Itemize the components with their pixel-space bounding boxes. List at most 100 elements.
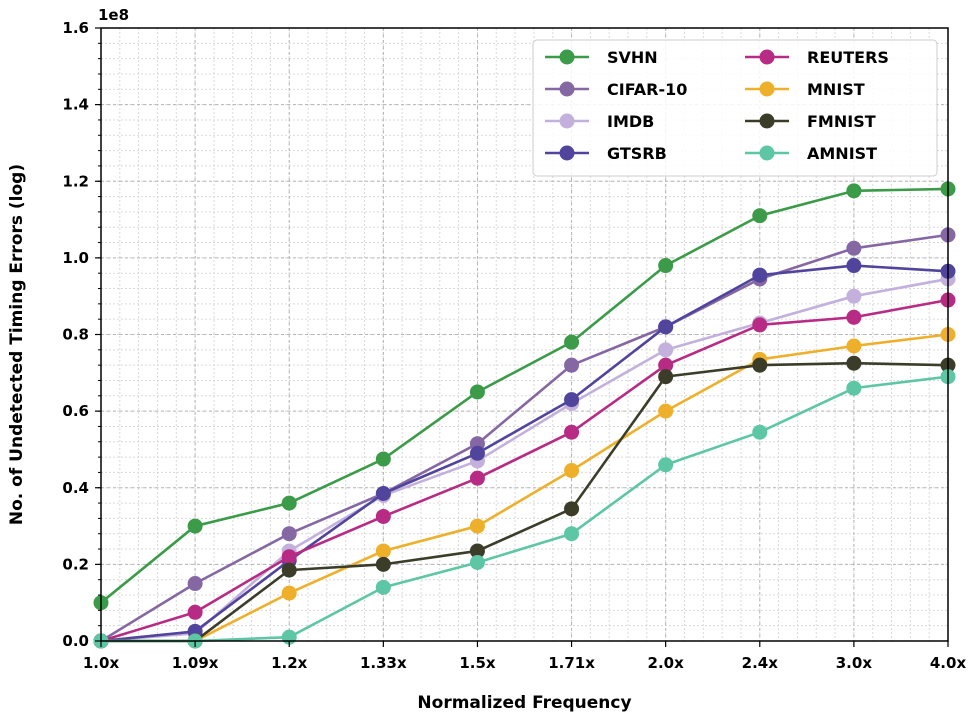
data-point xyxy=(658,342,673,357)
data-point xyxy=(282,526,297,541)
x-tick-label: 1.09x xyxy=(172,654,219,672)
y-tick-label: 1.6 xyxy=(62,19,89,37)
series-line xyxy=(101,279,948,641)
y-offset-label: 1e8 xyxy=(98,6,129,24)
series-line xyxy=(101,266,948,641)
legend-marker xyxy=(760,146,775,161)
data-point xyxy=(282,496,297,511)
data-point xyxy=(846,183,861,198)
y-tick-label: 0.4 xyxy=(62,479,89,497)
y-tick-label: 0.8 xyxy=(62,326,89,344)
legend-label: AMNIST xyxy=(807,144,877,163)
data-point xyxy=(470,555,485,570)
y-axis: 0.0 0.2 0.4 0.6 0.8 1.0 1.2 1.4 1.6 xyxy=(62,19,101,650)
legend-label: SVHN xyxy=(607,48,658,67)
data-point xyxy=(564,392,579,407)
x-tick-label: 2.4x xyxy=(742,654,779,672)
legend-label: IMDB xyxy=(607,112,654,131)
data-point xyxy=(376,486,391,501)
data-point xyxy=(846,356,861,371)
data-point xyxy=(752,358,767,373)
legend-marker xyxy=(560,82,575,97)
legend-item: AMNIST xyxy=(745,144,877,163)
series-imdb xyxy=(94,271,956,648)
legend-label: MNIST xyxy=(807,80,865,99)
data-point xyxy=(282,549,297,564)
x-tick-label: 4.0x xyxy=(930,654,967,672)
data-point xyxy=(470,471,485,486)
data-point xyxy=(282,563,297,578)
data-point xyxy=(846,338,861,353)
data-point xyxy=(188,519,203,534)
x-tick-label: 1.5x xyxy=(459,654,496,672)
legend-marker xyxy=(560,114,575,129)
data-point xyxy=(376,580,391,595)
series-line xyxy=(101,377,948,641)
x-axis-title: Normalized Frequency xyxy=(417,693,631,713)
legend-item: REUTERS xyxy=(745,48,889,67)
legend-label: GTSRB xyxy=(607,144,667,163)
legend-marker xyxy=(560,50,575,65)
data-point xyxy=(470,519,485,534)
data-point xyxy=(564,526,579,541)
legend-label: CIFAR-10 xyxy=(607,80,687,99)
series-line xyxy=(101,189,948,603)
data-point xyxy=(846,241,861,256)
data-point xyxy=(752,268,767,283)
data-point xyxy=(658,457,673,472)
data-point xyxy=(752,425,767,440)
data-point xyxy=(470,384,485,399)
series-fmnist xyxy=(94,356,956,649)
data-point xyxy=(188,576,203,591)
data-point xyxy=(658,404,673,419)
legend: SVHN CIFAR-10 IMDB GTSRB REUTERS MNIST FMNIST A… xyxy=(533,40,937,176)
data-point xyxy=(564,425,579,440)
y-axis-title: No. of Undetected Timing Errors (log) xyxy=(7,164,27,525)
data-point xyxy=(564,501,579,516)
x-tick-label: 3.0x xyxy=(836,654,873,672)
data-point xyxy=(658,369,673,384)
x-tick-label: 1.71x xyxy=(548,654,595,672)
data-point xyxy=(376,509,391,524)
data-point xyxy=(658,319,673,334)
data-point xyxy=(564,358,579,373)
y-tick-label: 0.2 xyxy=(62,555,89,573)
data-point xyxy=(470,446,485,461)
data-point xyxy=(188,605,203,620)
legend-marker xyxy=(760,82,775,97)
data-point xyxy=(282,586,297,601)
series-gtsrb xyxy=(94,258,956,648)
legend-label: REUTERS xyxy=(807,48,889,67)
legend-marker xyxy=(560,146,575,161)
y-tick-label: 1.0 xyxy=(62,249,89,267)
data-point xyxy=(752,208,767,223)
legend-marker xyxy=(760,114,775,129)
y-tick-label: 0.6 xyxy=(62,402,89,420)
x-tick-label: 1.0x xyxy=(83,654,120,672)
data-point xyxy=(846,310,861,325)
data-point xyxy=(564,335,579,350)
data-point xyxy=(376,543,391,558)
x-tick-label: 1.2x xyxy=(271,654,308,672)
data-point xyxy=(846,289,861,304)
data-point xyxy=(564,463,579,478)
legend-marker xyxy=(760,50,775,65)
data-point xyxy=(658,258,673,273)
y-tick-label: 0.0 xyxy=(62,632,89,650)
y-tick-label: 1.2 xyxy=(62,172,89,190)
x-tick-label: 1.33x xyxy=(360,654,407,672)
x-axis: 1.0x 1.09x 1.2x 1.33x 1.5x 1.71x 2.0x 2.4x 3.0x 4… xyxy=(83,641,967,672)
data-point xyxy=(846,258,861,273)
legend-label: FMNIST xyxy=(807,112,876,131)
data-point xyxy=(846,381,861,396)
series-line xyxy=(101,235,948,641)
series-layer xyxy=(94,181,956,648)
line-chart: 1.0x 1.09x 1.2x 1.33x 1.5x 1.71x 2.0x 2.4x 3.0x 4… xyxy=(0,0,975,719)
data-point xyxy=(376,557,391,572)
x-tick-label: 2.0x xyxy=(648,654,685,672)
series-cifar-10 xyxy=(94,227,956,648)
y-tick-label: 1.4 xyxy=(62,96,89,114)
legend-item: CIFAR-10 xyxy=(545,80,687,99)
data-point xyxy=(752,317,767,332)
data-point xyxy=(376,452,391,467)
